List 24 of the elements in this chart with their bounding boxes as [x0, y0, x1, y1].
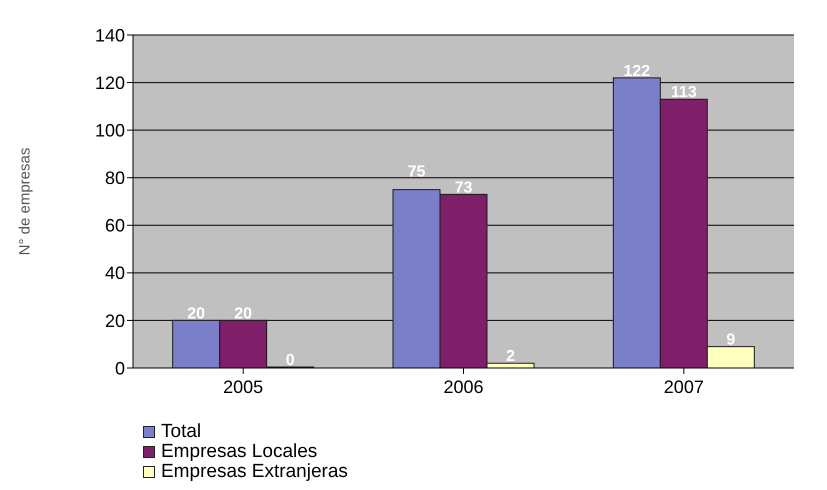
data-label: 9: [726, 332, 736, 349]
data-label: 122: [623, 62, 650, 80]
y-tick-label: 140: [94, 25, 125, 46]
data-label: 73: [454, 179, 472, 196]
y-tick-label: 120: [94, 72, 125, 93]
data-label: 113: [670, 84, 697, 102]
legend-label: Total: [161, 421, 202, 443]
x-tick-label: 2005: [223, 376, 264, 397]
x-tick-label: 2007: [664, 376, 704, 397]
y-tick-label: 0: [114, 358, 125, 378]
y-axis-title: N° de empresas: [16, 148, 34, 256]
data-label: 20: [234, 305, 252, 322]
legend-label: Empresas Locales: [161, 441, 318, 463]
y-tick-label: 20: [104, 310, 125, 331]
data-label: 20: [187, 305, 206, 322]
legend-label: Empresas Extranjeras: [161, 461, 348, 483]
y-tick-label: 40: [104, 263, 125, 284]
x-tick-label: 2006: [443, 376, 484, 397]
data-label: 0: [286, 352, 295, 369]
data-label: 75: [408, 164, 426, 181]
y-tick-label: 60: [104, 216, 125, 236]
data-label: 2: [506, 348, 516, 366]
y-tick-label: 100: [94, 120, 125, 141]
y-tick-label: 80: [104, 168, 125, 188]
